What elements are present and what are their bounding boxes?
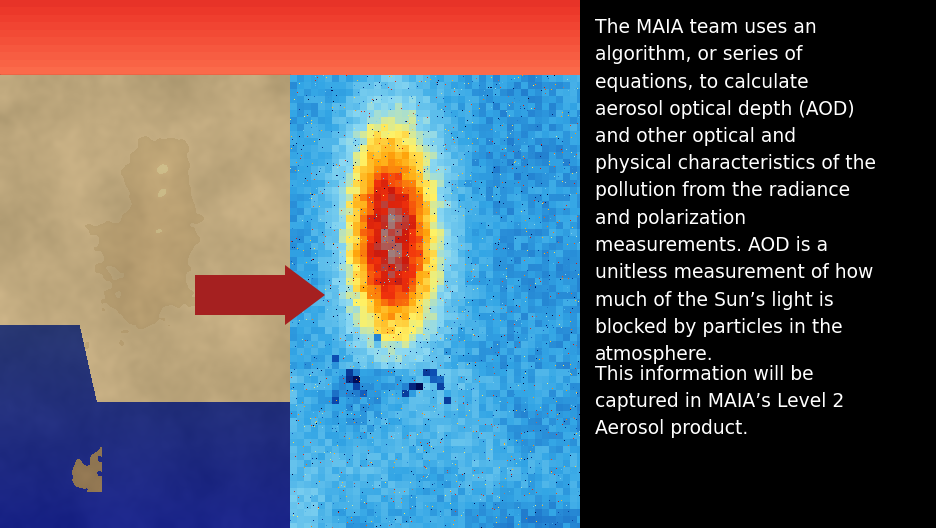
Text: The MAIA team uses an
algorithm, or series of
equations, to calculate
aerosol op: The MAIA team uses an algorithm, or seri… [595,18,876,364]
Text: 2. Radiance to aerosol data: 2. Radiance to aerosol data [18,23,418,51]
Text: 2. Radiance to aerosol data: 2. Radiance to aerosol data [15,23,416,51]
Text: This information will be
captured in MAIA’s Level 2
Aerosol product.: This information will be captured in MAI… [595,365,844,438]
Bar [0,0,580,75]
FancyArrow shape [195,265,325,325]
Bar [0,0,580,75]
